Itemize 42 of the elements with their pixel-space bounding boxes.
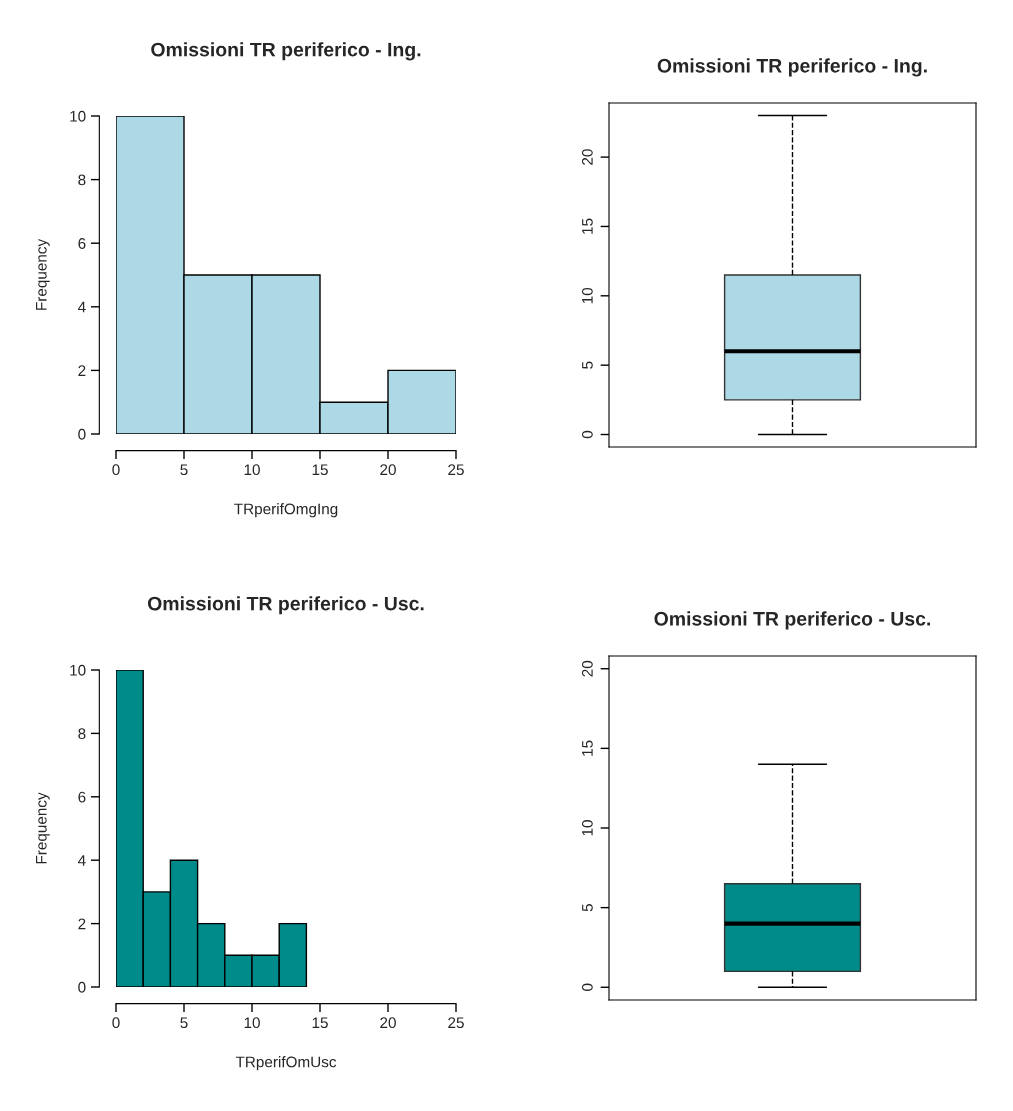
y-axis-title: Frequency [36,792,50,864]
x-tick-label: 10 [244,1017,260,1029]
y-tick-label: 20 [581,660,593,677]
x-axis-title: TRperifOmUsc [235,1056,337,1071]
y-tick-label: 0 [581,983,593,991]
x-tick-label: 20 [380,464,396,476]
y-tick-label: 5 [582,904,593,912]
y-tick-label: 4 [77,301,86,313]
y-tick-label: 15 [582,218,593,234]
y-tick-label: 2 [78,918,86,930]
y-tick-label: 10 [70,110,86,122]
y-tick-label: 10 [70,664,86,676]
y-tick-label: 5 [582,361,593,369]
y-tick-label: 0 [581,430,593,439]
x-tick-label: 15 [312,1017,328,1029]
chart-title: Omissioni TR periferico - Ing. [657,58,927,77]
y-tick-label: 0 [78,428,86,440]
x-tick-label: 25 [448,464,464,476]
x-tick-label: 20 [380,1017,396,1029]
x-tick-label: 10 [244,464,260,476]
y-tick-label: 8 [78,728,86,740]
y-tick-label: 10 [581,820,593,836]
x-tick-label: 0 [112,464,120,476]
chart-title: Omissioni TR periferico - Usc. [654,611,931,630]
y-tick-label: 15 [582,740,593,756]
x-tick-label: 5 [180,1017,188,1029]
y-tick-label: 10 [581,287,593,304]
y-axis-title: Frequency [36,238,50,310]
y-tick-label: 0 [78,981,86,993]
chart-title: Omissioni TR periferico - Ing. [151,42,421,61]
x-axis-title: TRperifOmgIng [234,503,338,518]
y-tick-label: 6 [78,791,86,803]
y-tick-label: 2 [78,365,86,376]
y-tick-label: 4 [77,855,86,866]
x-tick-label: 0 [112,1017,120,1029]
y-tick-label: 8 [78,174,86,186]
x-tick-label: 15 [312,464,328,476]
y-tick-label: 20 [581,149,593,165]
x-tick-label: 25 [448,1017,464,1029]
x-tick-label: 5 [180,464,188,476]
y-tick-label: 6 [78,238,86,249]
chart-title: Omissioni TR periferico - Usc. [147,596,424,615]
